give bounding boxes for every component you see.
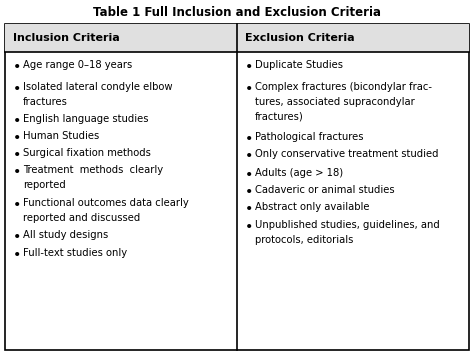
Text: •: • [13,198,21,212]
Text: •: • [245,132,254,146]
Text: Duplicate Studies: Duplicate Studies [255,60,343,70]
Bar [237,24,469,52]
Text: •: • [13,165,21,179]
Text: Table 1 Full Inclusion and Exclusion Criteria: Table 1 Full Inclusion and Exclusion Cri… [93,6,381,19]
Text: Human Studies: Human Studies [23,131,99,141]
Text: Unpublished studies, guidelines, and
protocols, editorials: Unpublished studies, guidelines, and pro… [255,220,440,245]
Text: •: • [13,148,21,162]
Text: •: • [13,131,21,145]
Text: Adults (age > 18): Adults (age > 18) [255,168,343,178]
Bar [5,24,237,52]
Text: Treatment  methods  clearly
reported: Treatment methods clearly reported [23,165,163,190]
Text: Inclusion Criteria: Inclusion Criteria [13,33,120,43]
Text: •: • [13,248,21,262]
Text: English language studies: English language studies [23,114,148,124]
Text: Complex fractures (bicondylar frac-
tures, associated supracondylar
fractures): Complex fractures (bicondylar frac- ture… [255,82,432,122]
Text: •: • [13,82,21,96]
Text: •: • [13,230,21,244]
Text: Isolated lateral condyle elbow
fractures: Isolated lateral condyle elbow fractures [23,82,173,107]
Text: •: • [245,149,254,163]
Text: •: • [13,60,21,74]
Text: Age range 0–18 years: Age range 0–18 years [23,60,132,70]
Text: •: • [245,185,254,199]
Text: •: • [13,114,21,128]
Text: •: • [245,220,254,234]
Text: •: • [245,60,254,74]
Text: Surgical fixation methods: Surgical fixation methods [23,148,151,158]
Text: Full-text studies only: Full-text studies only [23,248,127,258]
Text: Cadaveric or animal studies: Cadaveric or animal studies [255,185,395,195]
Text: All study designs: All study designs [23,230,108,240]
Text: Abstract only available: Abstract only available [255,202,370,212]
Text: •: • [245,82,254,96]
Text: Functional outcomes data clearly
reported and discussed: Functional outcomes data clearly reporte… [23,198,189,223]
Text: •: • [245,202,254,216]
Text: Only conservative treatment studied: Only conservative treatment studied [255,149,438,159]
Text: Exclusion Criteria: Exclusion Criteria [245,33,355,43]
Text: •: • [245,168,254,182]
Text: Pathological fractures: Pathological fractures [255,132,364,142]
